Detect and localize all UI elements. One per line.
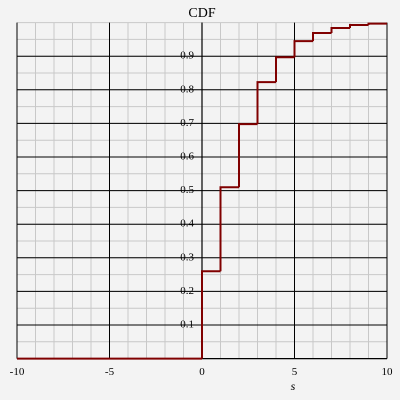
y-tick-label: 0.1 <box>180 319 194 331</box>
step <box>349 23 369 28</box>
x-axis-label: s <box>291 379 296 393</box>
step <box>312 32 332 42</box>
chart-title: CDF <box>188 6 215 21</box>
y-tick-label: 0.2 <box>180 285 194 297</box>
step <box>293 40 313 58</box>
step <box>256 81 276 125</box>
step <box>275 56 295 83</box>
step <box>219 186 239 272</box>
x-tick-label: 0 <box>199 366 205 378</box>
y-tick-label: 0.3 <box>180 251 194 263</box>
step <box>367 22 387 25</box>
step <box>330 26 350 34</box>
x-tick-label: 5 <box>292 366 298 378</box>
step <box>238 123 258 188</box>
x-tick-label: 10 <box>382 366 394 378</box>
y-tick-label: 0.8 <box>180 83 194 95</box>
x-tick-label: -5 <box>105 366 115 378</box>
step <box>201 270 221 359</box>
y-tick-label: 0.5 <box>180 184 194 196</box>
y-tick-label: 0.6 <box>180 151 194 163</box>
x-tick-label: -10 <box>10 366 25 378</box>
y-tick-label: 0.9 <box>180 50 194 62</box>
y-tick-label: 0.4 <box>180 218 194 230</box>
y-tick-label: 0.7 <box>180 117 194 129</box>
